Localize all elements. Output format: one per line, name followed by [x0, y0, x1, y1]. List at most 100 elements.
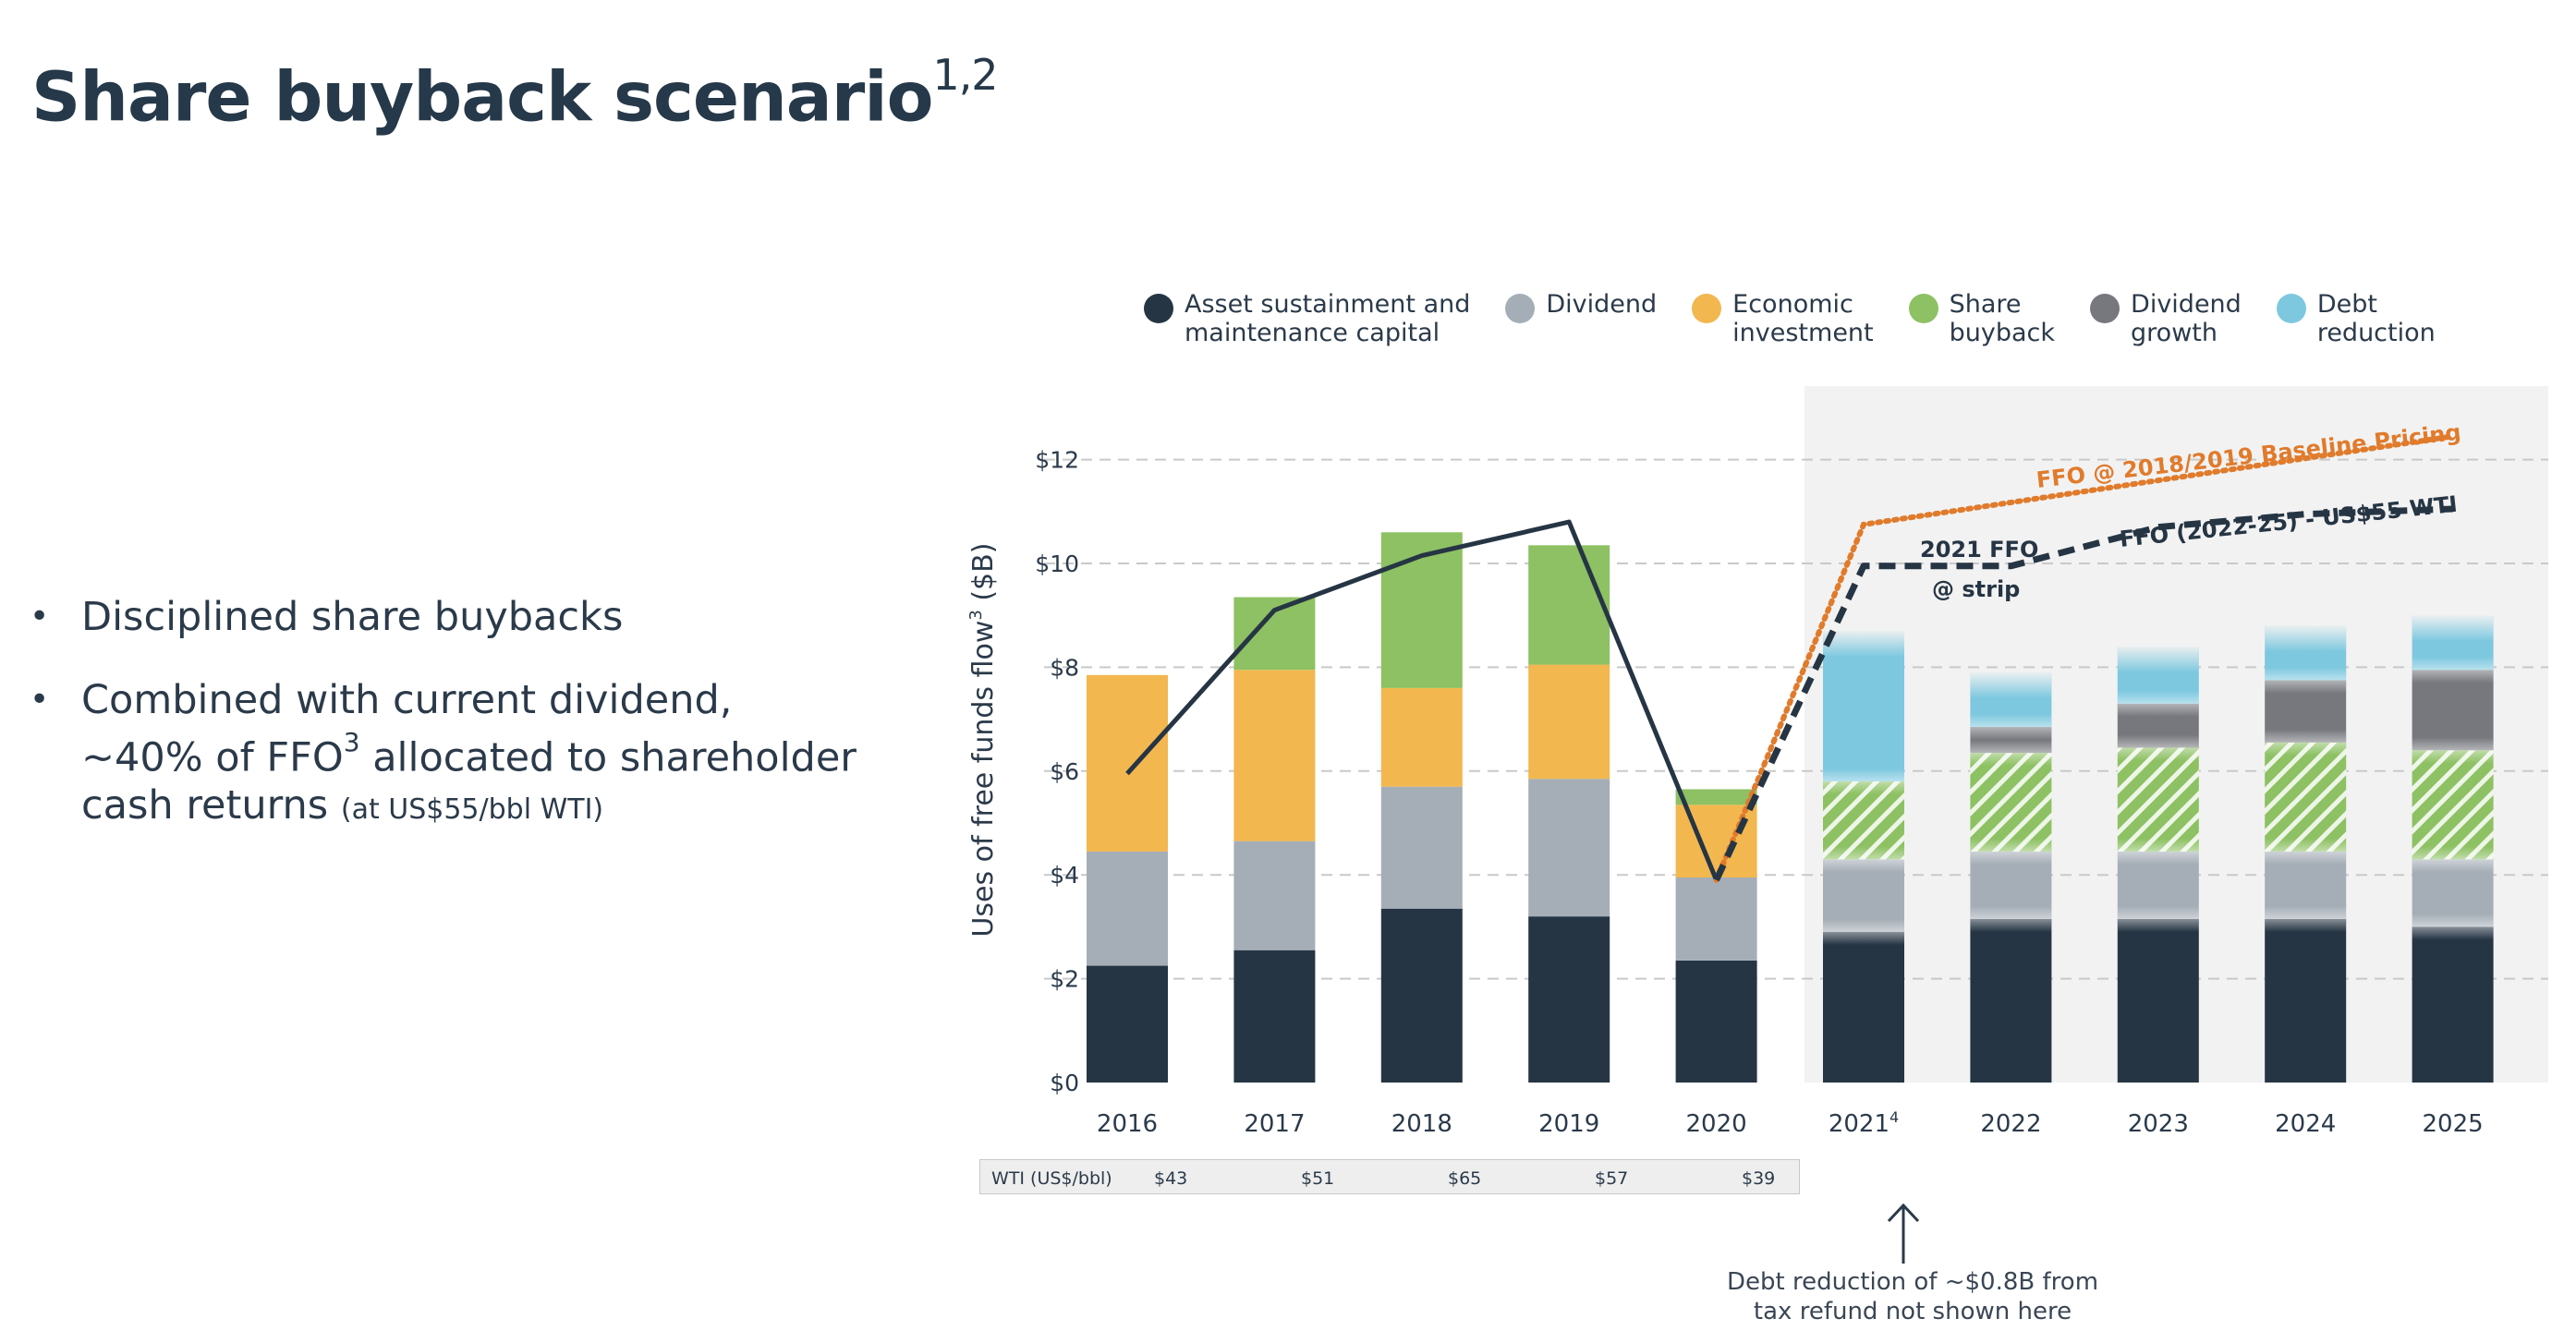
wti-value-2019: $57 [1595, 1168, 1629, 1189]
bar-blend [2265, 838, 2347, 865]
bar-segment [1380, 786, 1463, 909]
bar-blend [2265, 667, 2347, 694]
bar-blend [2412, 657, 2494, 684]
legend-swatch [1692, 294, 1722, 323]
x-tick-label: 2025 [2423, 1110, 2484, 1138]
wti-table: WTI (US$/bbl) $43 $51 $65 $57 $39 [979, 1159, 1800, 1194]
legend-item-asset-sustainment: Asset sustainment and maintenance capita… [1144, 290, 1470, 347]
bar-segment [1087, 965, 1168, 1083]
bar-segment [1823, 932, 1904, 1083]
legend-swatch [2276, 294, 2306, 323]
bullet-list: Disciplined share buybacks Combined with… [30, 593, 861, 869]
ffo-baseline-line [1713, 433, 2456, 883]
x-tick-label: 2017 [1244, 1110, 1305, 1138]
bar-blend [1970, 714, 2052, 741]
bar-blend [2265, 905, 2347, 932]
y-tick-label: $8 [1050, 654, 1079, 681]
bar-segment [2117, 747, 2199, 852]
ffo-strip-line [1713, 505, 2453, 882]
y-tick-label: $4 [1050, 862, 1079, 889]
ffo-actual-line [1125, 519, 1719, 881]
bar-segment [1675, 789, 1757, 805]
x-tick-label: 2019 [1538, 1110, 1599, 1138]
bar-segment [1528, 545, 1610, 665]
bar-segment [1823, 781, 1904, 860]
bar-segment [2265, 918, 2347, 1083]
bar-segment [1380, 908, 1463, 1083]
bar-top-fade [1970, 671, 2052, 699]
y-tick-label: $2 [1050, 966, 1079, 993]
legend-item-economic-investment: Economic investment [1692, 290, 1874, 347]
bar-segment [2412, 926, 2494, 1083]
bar-segment [1528, 916, 1610, 1083]
y-tick-label: $10 [1035, 551, 1079, 577]
page-title: Share buyback scenario1,2 [31, 50, 999, 138]
bar-segment [1675, 960, 1757, 1083]
bar-blend [2117, 690, 2199, 717]
bar-blend [2265, 729, 2347, 756]
bar-segment [2412, 750, 2494, 860]
x-tick-label: 20214 [1829, 1108, 1899, 1138]
legend-item-dividend-growth: Dividend growth [2090, 290, 2242, 347]
bar-segment [1380, 687, 1463, 787]
bar-blend [1823, 846, 1904, 873]
bar-blend [1970, 740, 2052, 767]
bar-blend [2117, 734, 2199, 761]
bar-segment [1675, 877, 1757, 961]
bullet-item: Combined with current dividend, ~40% of … [30, 676, 861, 834]
x-tick-label: 2024 [2275, 1110, 2336, 1138]
legend-item-share-buyback: Share buyback [1908, 290, 2055, 347]
bar-top-fade [2412, 613, 2494, 642]
legend-item-dividend: Dividend [1505, 290, 1657, 347]
chart-legend: Asset sustainment and maintenance capita… [1144, 290, 2471, 347]
y-axis-label: Uses of free funds flow3 ($B) [966, 543, 1000, 938]
bar-blend [1823, 919, 1904, 946]
bar-segment [1970, 918, 2052, 1083]
y-tick-label: $0 [1050, 1070, 1079, 1096]
bar-segment [2412, 670, 2494, 751]
x-tick-label: 2016 [1097, 1110, 1158, 1138]
bar-segment [1087, 851, 1168, 966]
bar-blend [2117, 905, 2199, 932]
x-tick-label: 2022 [1980, 1110, 2041, 1138]
y-tick-label: $6 [1050, 758, 1079, 785]
wti-value-2018: $65 [1448, 1168, 1482, 1189]
bar-blend [1970, 838, 2052, 865]
bar-blend [2412, 846, 2494, 873]
bar-segment [1233, 950, 1316, 1083]
wti-value-2017: $51 [1301, 1168, 1335, 1189]
bar-blend [1823, 768, 1904, 795]
bar-segment [1528, 664, 1610, 780]
title-footnote: 1,2 [932, 50, 998, 100]
legend-swatch [1908, 294, 1938, 323]
bar-segment [2117, 918, 2199, 1083]
bar-top-fade [2265, 623, 2347, 652]
ffo-2021-label-sub: @ strip [1932, 576, 2020, 602]
bar-segment [1087, 674, 1168, 852]
legend-swatch [2090, 294, 2120, 323]
bar-blend [2117, 838, 2199, 865]
x-tick-label: 2023 [2128, 1110, 2189, 1138]
bar-segment [2265, 742, 2347, 852]
legend-swatch [1144, 294, 1173, 323]
bar-segment [1233, 670, 1316, 841]
bar-blend [2412, 913, 2494, 940]
bullet-item: Disciplined share buybacks [30, 593, 861, 641]
bar-blend [2412, 737, 2494, 764]
bar-top-fade [1823, 629, 1904, 658]
wti-value-2016: $43 [1154, 1168, 1188, 1189]
bar-segment [1970, 753, 2052, 852]
bar-segment [1233, 841, 1316, 950]
debt-reduction-note: Debt reduction of ~$0.8B from tax refund… [1726, 1268, 2099, 1325]
bar-top-fade [2117, 644, 2199, 672]
x-tick-label: 2018 [1391, 1110, 1452, 1138]
up-arrow-icon [1887, 1203, 1920, 1264]
y-tick-label: $12 [1035, 447, 1079, 474]
legend-swatch [1505, 294, 1536, 323]
wti-label: WTI (US$/bbl) [991, 1168, 1112, 1189]
wti-value-2020: $39 [1742, 1168, 1776, 1189]
bar-segment [1380, 532, 1463, 688]
bar-blend [1970, 905, 2052, 932]
ffo-2021-label: 2021 FFO [1920, 537, 2038, 563]
